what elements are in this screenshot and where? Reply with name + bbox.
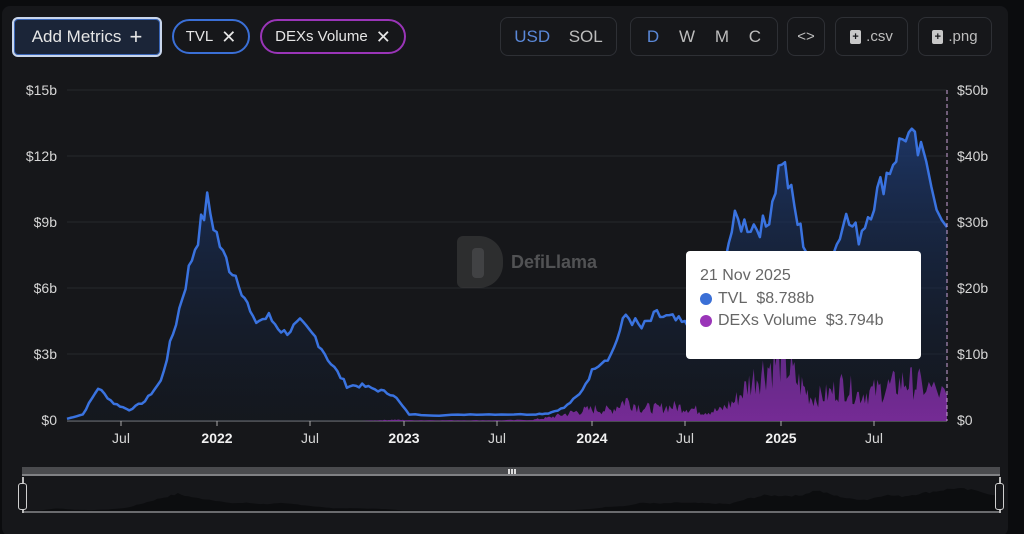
file-download-icon — [932, 29, 944, 44]
download-png-button[interactable]: .png — [918, 17, 992, 56]
x-tick-year: 2025 — [765, 430, 797, 446]
download-csv-button[interactable]: .csv — [835, 17, 908, 56]
period-daily[interactable]: D — [646, 26, 660, 46]
currency-sol[interactable]: SOL — [568, 26, 603, 46]
tvl-line — [66, 127, 949, 421]
chip-label: TVL — [185, 28, 214, 45]
range-slider[interactable] — [18, 467, 1004, 513]
y-right-tick: $50b — [957, 82, 989, 98]
close-icon[interactable]: ✕ — [375, 26, 391, 47]
range-start-handle[interactable] — [18, 483, 27, 510]
y-left-tick: $3b — [33, 346, 57, 362]
add-metrics-button[interactable]: Add Metrics + — [12, 17, 162, 57]
metric-chip-tvl[interactable]: TVL ✕ — [172, 19, 250, 54]
metric-chip-dexs-volume[interactable]: DEXs Volume ✕ — [260, 19, 406, 54]
y-left-tick: $6b — [33, 280, 57, 296]
y-right-tick: $0 — [957, 412, 973, 428]
csv-label: .csv — [866, 28, 893, 45]
tooltip-label: DEXs Volume — [718, 312, 817, 329]
y-right-tick: $20b — [957, 280, 989, 296]
x-tick: Jul — [865, 430, 883, 446]
currency-usd[interactable]: USD — [514, 26, 551, 46]
range-end-handle[interactable] — [995, 483, 1004, 510]
llama-logo-icon — [457, 236, 503, 288]
close-icon[interactable]: ✕ — [221, 26, 237, 47]
y-left-tick: $9b — [33, 214, 57, 230]
currency-toggle: USD SOL — [500, 17, 617, 56]
defillama-watermark: DefiLlama — [457, 236, 597, 288]
x-tick-year: 2024 — [576, 430, 608, 446]
chart-tooltip: 21 Nov 2025 TVL $8.788b DEXs Volume $3.7… — [686, 251, 921, 359]
y-left-tick: $15b — [25, 82, 57, 98]
range-slider-baseline — [22, 511, 1000, 513]
tooltip-label: TVL — [718, 290, 748, 307]
range-slider-track[interactable] — [22, 467, 1000, 476]
chip-label: DEXs Volume — [275, 28, 368, 45]
x-tick: Jul — [488, 430, 506, 446]
tooltip-value: $8.788b — [756, 290, 815, 307]
x-tick: Jul — [112, 430, 130, 446]
period-toggle: D W M C — [630, 17, 778, 56]
period-weekly[interactable]: W — [678, 26, 696, 46]
y-right-tick: $40b — [957, 148, 989, 164]
x-tick-year: 2022 — [201, 430, 233, 446]
png-label: .png — [948, 28, 978, 45]
watermark-text: DefiLlama — [511, 251, 598, 272]
plus-icon: + — [129, 24, 143, 49]
x-tick: Jul — [676, 430, 694, 446]
drag-grip-icon[interactable] — [508, 469, 516, 474]
series-dot-icon — [700, 293, 712, 305]
range-preview — [22, 488, 1000, 511]
period-cumulative[interactable]: C — [748, 26, 762, 46]
y-right-tick: $30b — [957, 214, 989, 230]
tooltip-row-dexs-volume: DEXs Volume $3.794b — [700, 312, 907, 330]
tooltip-row-tvl: TVL $8.788b — [700, 290, 907, 308]
x-tick-year: 2023 — [388, 430, 420, 446]
series-dot-icon — [700, 315, 712, 327]
code-icon: <> — [797, 28, 815, 45]
tooltip-date: 21 Nov 2025 — [700, 267, 791, 284]
add-metrics-label: Add Metrics — [31, 27, 122, 46]
period-monthly[interactable]: M — [714, 26, 729, 46]
embed-button[interactable]: <> — [787, 17, 825, 56]
file-download-icon — [850, 29, 862, 44]
y-right-tick: $10b — [957, 346, 989, 362]
y-left-tick: $12b — [25, 148, 57, 164]
x-tick: Jul — [301, 430, 319, 446]
tooltip-value: $3.794b — [825, 312, 884, 329]
y-left-tick: $0 — [41, 412, 57, 428]
